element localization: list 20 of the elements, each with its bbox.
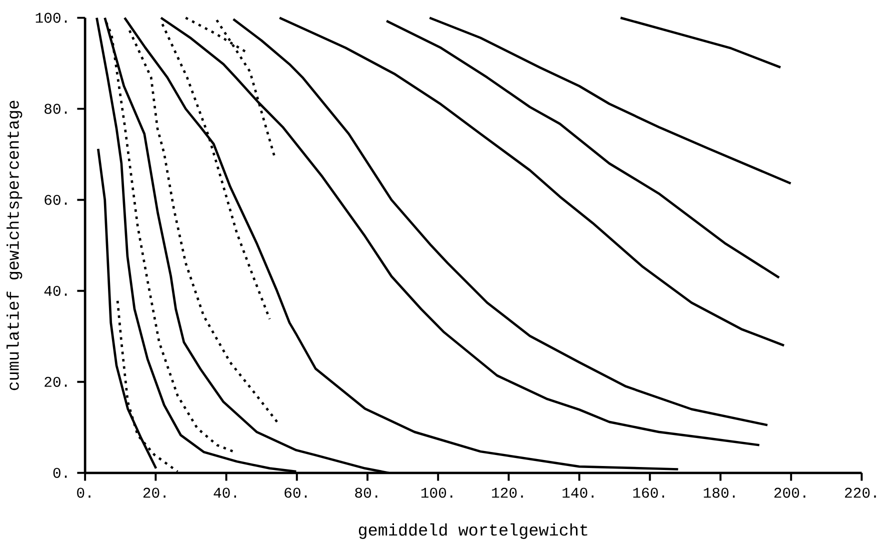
x-tick-label: 160.	[633, 488, 664, 498]
x-tick-label: 40.	[214, 488, 236, 498]
y-tick-label: 100.	[36, 12, 67, 23]
x-tick-label: 200.	[774, 488, 806, 498]
x-tick-label: 20.	[143, 488, 166, 498]
x-tick-label: 100.	[421, 488, 452, 498]
x-tick-label: 0.	[77, 488, 90, 498]
x-tick-label: 80.	[355, 488, 378, 498]
y-tick-label: 0.	[53, 468, 67, 478]
y-tick-label: 80.	[44, 104, 67, 114]
x-axis-title: gemiddeld wortelgewicht	[358, 523, 588, 539]
x-tick-label: 140.	[562, 488, 594, 498]
x-tick-label: 220.	[845, 488, 876, 498]
x-tick-label: 120.	[492, 488, 523, 498]
y-tick-label: 20.	[44, 376, 67, 387]
y-axis-title: cumulatief gewichtspercentage	[6, 100, 22, 390]
y-tick-label: 60.	[44, 194, 67, 205]
x-tick-label: 60.	[284, 488, 307, 498]
y-tick-label: 40.	[44, 286, 67, 296]
x-tick-label: 180.	[704, 488, 735, 498]
